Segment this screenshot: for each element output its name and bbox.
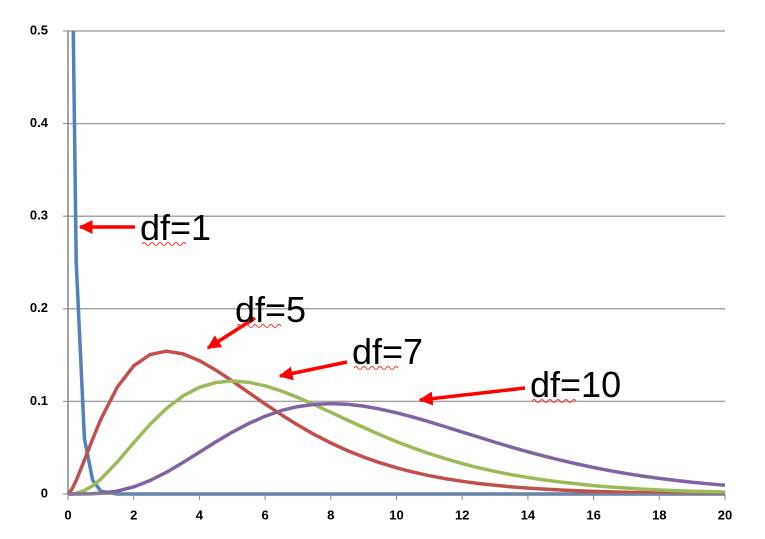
series-line [67,379,726,496]
annotation: df=10 [530,364,621,405]
x-tick-label: 4 [196,507,204,522]
y-tick-label: 0 [41,485,48,500]
y-tick-label: 0.4 [30,115,49,130]
spell-underline [353,366,399,370]
arrow [206,316,256,350]
grid [68,30,725,495]
arrow [418,386,526,406]
x-tick-label: 20 [718,507,732,522]
annotation: df=1 [140,207,211,248]
y-tick-label: 0.2 [30,300,48,315]
x-tick-label: 16 [586,507,600,522]
x-tick-label: 14 [521,507,536,522]
x-tick-label: 2 [130,507,137,522]
arrow [278,360,348,381]
spell-underline [531,399,577,403]
x-tick-label: 0 [64,507,71,522]
y-tick-label: 0.5 [30,22,48,37]
x-tick-label: 12 [455,507,469,522]
y-tick-label: 0.1 [30,393,48,408]
spell-underline [141,242,187,246]
annotation: df=7 [352,331,423,372]
spell-underline [236,324,282,328]
series-line [66,349,726,496]
x-tick-label: 18 [652,507,666,522]
x-tick-label: 10 [389,507,403,522]
annotation: df=5 [235,289,306,330]
x-tick-label: 8 [327,507,334,522]
series-line [68,401,726,496]
axes: 0 0.1 0.2 0.3 0.4 0.5 0 2 4 6 8 10 12 14 16 18 20 [30,22,732,522]
y-tick-label: 0.3 [30,208,48,223]
annotations: df=1 df=5 df=7 df=10 [78,207,621,406]
x-tick-label: 6 [261,507,268,522]
